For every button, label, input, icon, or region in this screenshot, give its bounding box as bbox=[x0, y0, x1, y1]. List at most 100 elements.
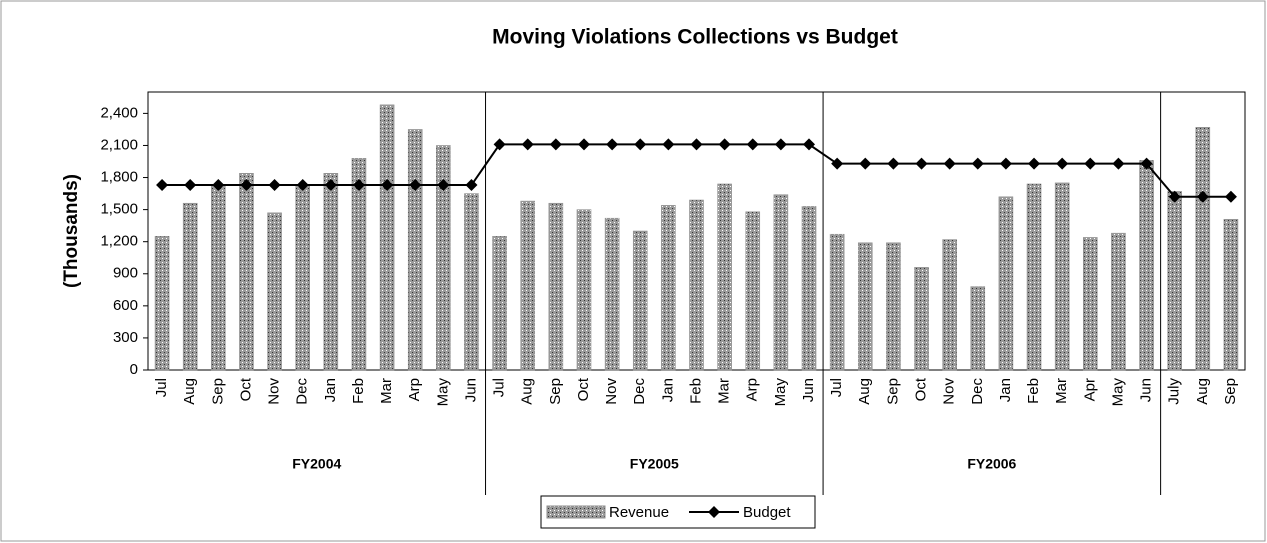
x-tick-label: Dec bbox=[969, 378, 986, 405]
bar bbox=[1054, 182, 1070, 371]
marker bbox=[381, 179, 394, 192]
bar bbox=[1083, 237, 1098, 371]
bar bbox=[801, 206, 817, 371]
group-label: FY2004 bbox=[292, 456, 341, 472]
bar bbox=[239, 173, 254, 371]
y-tick-label: 2,400 bbox=[100, 104, 138, 121]
bar bbox=[154, 236, 170, 371]
marker bbox=[999, 157, 1012, 170]
bar bbox=[857, 242, 873, 371]
marker bbox=[831, 157, 844, 170]
y-tick-label: 1,800 bbox=[100, 169, 138, 186]
marker bbox=[465, 179, 478, 192]
x-tick-label: Mar bbox=[378, 378, 395, 404]
x-tick-label: Mar bbox=[1053, 378, 1070, 404]
marker bbox=[212, 179, 225, 192]
x-tick-label: Aug bbox=[1194, 378, 1211, 405]
marker bbox=[1112, 157, 1125, 170]
x-tick-label: Jun bbox=[1138, 378, 1155, 402]
bar bbox=[1026, 183, 1042, 371]
bar bbox=[576, 209, 592, 371]
x-tick-label: Nov bbox=[603, 378, 620, 405]
x-tick-label: Jul bbox=[828, 378, 845, 397]
x-tick-label: Dec bbox=[631, 378, 648, 405]
bar bbox=[1111, 232, 1126, 371]
bar bbox=[1195, 127, 1211, 371]
marker bbox=[493, 138, 506, 151]
marker bbox=[859, 157, 872, 170]
legend-label: Revenue bbox=[609, 504, 669, 521]
x-tick-label: Dec bbox=[294, 378, 311, 405]
bar bbox=[267, 212, 282, 371]
x-tick-label: Oct bbox=[237, 377, 254, 401]
bar bbox=[604, 217, 620, 371]
legend-marker bbox=[708, 506, 720, 518]
marker bbox=[156, 179, 169, 192]
bar bbox=[632, 230, 648, 371]
marker bbox=[577, 138, 590, 151]
x-tick-label: Feb bbox=[687, 378, 704, 404]
marker bbox=[296, 179, 309, 192]
x-tick-label: Oct bbox=[912, 377, 929, 401]
marker bbox=[1196, 190, 1209, 203]
x-tick-label: Jun bbox=[462, 378, 479, 402]
marker bbox=[268, 179, 281, 192]
x-tick-label: Jun bbox=[800, 378, 817, 402]
x-tick-label: Nov bbox=[941, 378, 958, 405]
x-tick-label: Feb bbox=[1025, 378, 1042, 404]
marker bbox=[718, 138, 731, 151]
y-tick-label: 600 bbox=[113, 297, 138, 314]
marker bbox=[915, 157, 928, 170]
group-label: FY2006 bbox=[967, 456, 1016, 472]
marker bbox=[943, 157, 956, 170]
bar bbox=[689, 199, 704, 371]
bar bbox=[548, 202, 564, 371]
marker bbox=[746, 138, 759, 151]
bar bbox=[492, 236, 507, 371]
x-tick-label: Arp bbox=[744, 378, 761, 401]
x-tick-label: Sep bbox=[884, 378, 901, 405]
marker bbox=[662, 138, 675, 151]
marker bbox=[887, 157, 900, 170]
bar bbox=[942, 239, 957, 371]
x-tick-label: Aug bbox=[181, 378, 198, 405]
marker bbox=[774, 138, 787, 151]
x-tick-label: Apr bbox=[1081, 378, 1098, 401]
x-tick-label: Nov bbox=[266, 378, 283, 405]
y-axis-title: (Thousands) bbox=[61, 174, 82, 288]
bar bbox=[211, 185, 226, 371]
bar bbox=[661, 205, 676, 371]
x-tick-label: Sep bbox=[209, 378, 226, 405]
bar bbox=[1223, 218, 1239, 371]
y-tick-label: 2,100 bbox=[100, 136, 138, 153]
legend-label: Budget bbox=[743, 504, 791, 521]
x-tick-label: Jan bbox=[659, 378, 676, 402]
bar bbox=[998, 196, 1014, 371]
x-tick-label: Jul bbox=[153, 378, 170, 397]
marker bbox=[803, 138, 816, 151]
bar bbox=[717, 183, 732, 371]
y-tick-label: 1,500 bbox=[100, 201, 138, 218]
marker bbox=[324, 179, 337, 192]
bar bbox=[520, 200, 536, 371]
chart-title: Moving Violations Collections vs Budget bbox=[492, 26, 898, 49]
legend-swatch bbox=[546, 505, 606, 519]
marker bbox=[1168, 190, 1181, 203]
bar bbox=[436, 145, 451, 371]
y-tick-label: 900 bbox=[113, 265, 138, 282]
bar bbox=[464, 193, 479, 371]
y-tick-label: 0 bbox=[130, 361, 138, 378]
marker bbox=[1224, 190, 1237, 203]
marker bbox=[409, 179, 422, 192]
marker bbox=[690, 138, 703, 151]
x-tick-label: Mar bbox=[716, 378, 733, 404]
x-tick-label: Arp bbox=[406, 378, 423, 401]
bar bbox=[914, 267, 929, 371]
x-tick-label: Jan bbox=[322, 378, 339, 402]
y-tick-label: 1,200 bbox=[100, 233, 138, 250]
x-tick-label: Sep bbox=[547, 378, 564, 405]
bar bbox=[1167, 191, 1182, 371]
x-tick-label: Oct bbox=[575, 377, 592, 401]
bar bbox=[829, 233, 845, 371]
bar bbox=[745, 211, 761, 371]
